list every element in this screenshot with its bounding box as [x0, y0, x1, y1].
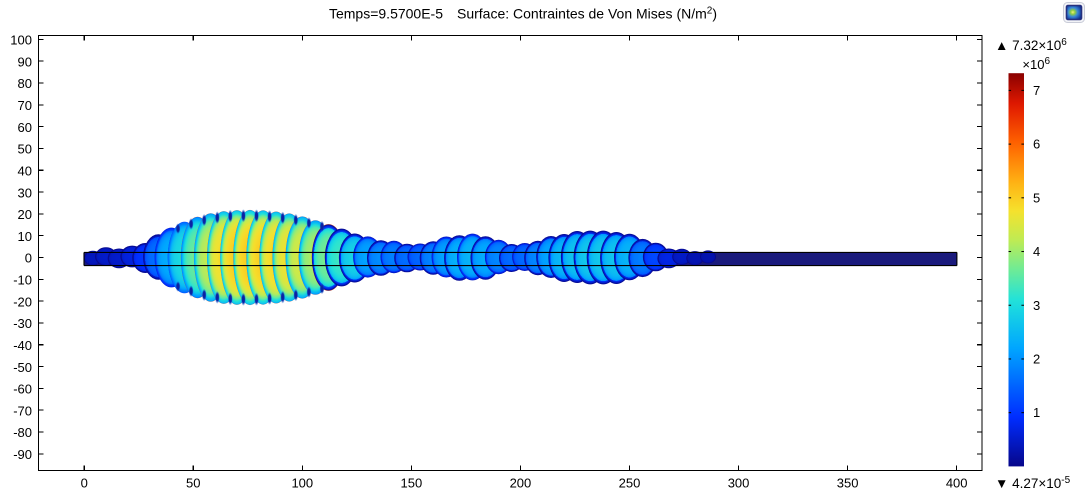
- svg-text:250: 250: [619, 476, 641, 491]
- svg-text:6: 6: [1033, 137, 1040, 152]
- svg-text:Temps=9.5700E-5 Surface: Contr: Temps=9.5700E-5 Surface: Contraintes de …: [329, 6, 717, 22]
- svg-text:-90: -90: [13, 447, 32, 462]
- svg-text:60: 60: [18, 120, 32, 135]
- svg-text:400: 400: [946, 476, 968, 491]
- svg-text:300: 300: [728, 476, 750, 491]
- svg-text:-50: -50: [13, 360, 32, 375]
- svg-text:40: 40: [18, 163, 32, 178]
- svg-text:50: 50: [186, 476, 200, 491]
- svg-text:2: 2: [1033, 351, 1040, 366]
- svg-text:100: 100: [291, 476, 313, 491]
- svg-text:▲ 7.32×106: ▲ 7.32×106: [995, 37, 1067, 53]
- svg-text:20: 20: [18, 207, 32, 222]
- svg-text:-80: -80: [13, 425, 32, 440]
- svg-text:-70: -70: [13, 403, 32, 418]
- svg-text:-30: -30: [13, 316, 32, 331]
- svg-text:50: 50: [18, 142, 32, 157]
- svg-text:150: 150: [401, 476, 423, 491]
- svg-text:30: 30: [18, 185, 32, 200]
- svg-text:200: 200: [510, 476, 532, 491]
- svg-text:-40: -40: [13, 338, 32, 353]
- svg-text:5: 5: [1033, 190, 1040, 205]
- svg-text:×106: ×106: [1022, 56, 1050, 72]
- svg-text:70: 70: [18, 98, 32, 113]
- svg-text:100: 100: [10, 33, 32, 48]
- svg-text:90: 90: [18, 54, 32, 69]
- svg-text:0: 0: [81, 476, 88, 491]
- svg-text:-20: -20: [13, 294, 32, 309]
- svg-text:-60: -60: [13, 382, 32, 397]
- svg-text:▼ 4.27×10-5: ▼ 4.27×10-5: [995, 475, 1071, 491]
- svg-text:7: 7: [1033, 83, 1040, 98]
- svg-text:-10: -10: [13, 273, 32, 288]
- svg-text:1: 1: [1033, 405, 1040, 420]
- svg-text:10: 10: [18, 229, 32, 244]
- svg-text:80: 80: [18, 76, 32, 91]
- svg-text:3: 3: [1033, 298, 1040, 313]
- svg-text:0: 0: [25, 251, 32, 266]
- svg-text:4: 4: [1033, 244, 1040, 259]
- svg-text:350: 350: [837, 476, 859, 491]
